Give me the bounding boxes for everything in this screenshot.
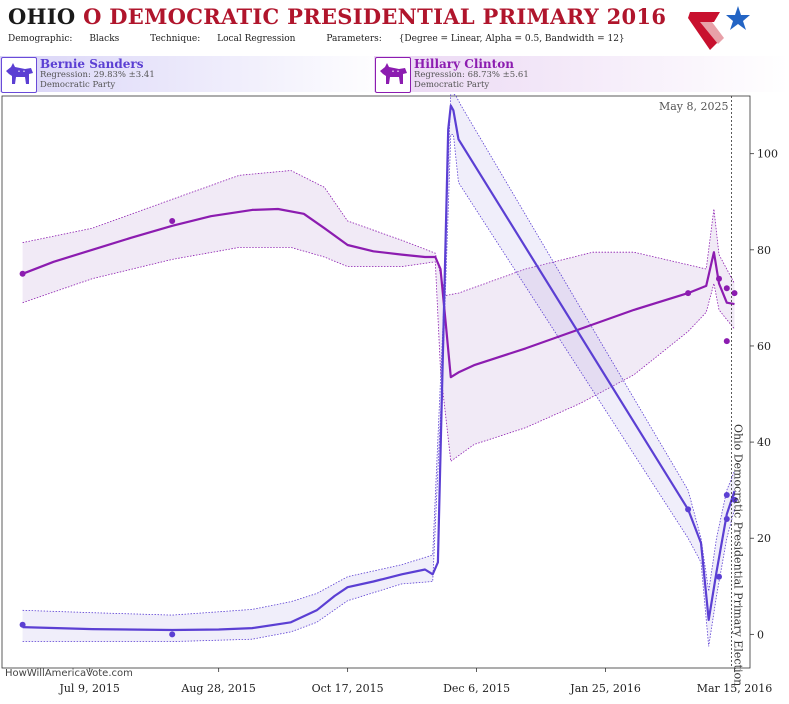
poll-point [716,275,722,282]
parameters-value: {Degree = Linear, Alpha = 0.5, Bandwidth… [398,34,625,44]
title-state: OHIO [8,4,76,29]
parameters-info: Parameters: {Degree = Linear, Alpha = 0.… [326,34,638,44]
poll-point [685,290,692,297]
chart-title: OHIO O DEMOCRATIC PRESIDENTIAL PRIMARY 2… [8,4,666,29]
legend-item-clinton: Hillary Clinton Regression: 68.73% ±5.61… [374,56,789,93]
candidate-name: Hillary Clinton [414,57,514,71]
regression-line [22,207,735,379]
confidence-band [22,170,735,462]
technique-label: Technique: [150,34,201,44]
poll-point [731,496,738,503]
watermark: HowWillAmericaVote.com [5,668,133,679]
chart-header: OHIO O DEMOCRATIC PRESIDENTIAL PRIMARY 2… [0,0,789,56]
poll-point [723,338,730,345]
technique-value: Local Regression [217,34,296,44]
chart-subtitle: Demographic: Blacks Technique: Local Reg… [8,34,653,44]
candidate-legend: Bernie Sanders Regression: 29.83% ±3.41 … [0,56,789,94]
candidate-party: Democratic Party [40,80,116,90]
poll-point [685,506,692,513]
x-tick-label: Oct 17, 2015 [312,682,384,695]
x-tick-label: Mar 15, 2016 [697,682,773,695]
poll-point [169,631,176,638]
poll-point [716,573,722,580]
parameters-label: Parameters: [326,34,382,44]
y-tick-label: 60 [757,340,771,353]
regression-line [22,104,736,632]
poll-point [19,621,26,628]
y-tick-label: 40 [757,436,771,449]
x-tick-label: Dec 6, 2015 [443,682,510,695]
poll-point [723,492,730,498]
star-logo-icon [688,6,750,50]
candidate-regression: Regression: 29.83% ±3.41 [40,70,155,80]
candidate-name: Bernie Sanders [40,57,144,71]
regression-chart: 0 20 40 60 80 100 Jul 9, 2015 Aug 28, 2015 Oct 1… [1,94,778,695]
technique-info: Technique: Local Regression [150,34,309,44]
x-tick-label: Aug 28, 2015 [180,682,256,695]
poll-point [731,290,738,297]
demographic-value: Blacks [89,34,120,44]
confidence-band [22,94,735,647]
current-date-label: May 8, 2025 [659,100,729,113]
candidate-party: Democratic Party [414,80,490,90]
x-tick-label: Jan 25, 2016 [569,682,641,695]
demographic-info: Demographic: Blacks [8,34,133,44]
y-tick-label: 20 [757,532,771,545]
legend-item-sanders: Bernie Sanders Regression: 29.83% ±3.41 … [0,56,390,93]
plot-frame [1,95,751,669]
poll-point [723,516,730,522]
x-tick-label: Jul 9, 2015 [58,682,120,695]
y-tick-label: 80 [757,244,771,257]
poll-point [169,218,176,224]
poll-point [19,270,26,277]
title-text: O DEMOCRATIC PRESIDENTIAL PRIMARY 2016 [83,4,667,29]
y-tick-label: 100 [757,148,778,161]
poll-point [723,285,730,292]
donkey-icon [1,57,37,93]
candidate-regression: Regression: 68.73% ±5.61 [414,70,529,80]
y-tick-label: 0 [757,628,764,641]
demographic-label: Demographic: [8,34,73,44]
donkey-icon [375,57,411,93]
lower-bound-line [22,246,735,463]
election-annotation: Ohio Democratic Presidential Primary Ele… [732,424,745,686]
